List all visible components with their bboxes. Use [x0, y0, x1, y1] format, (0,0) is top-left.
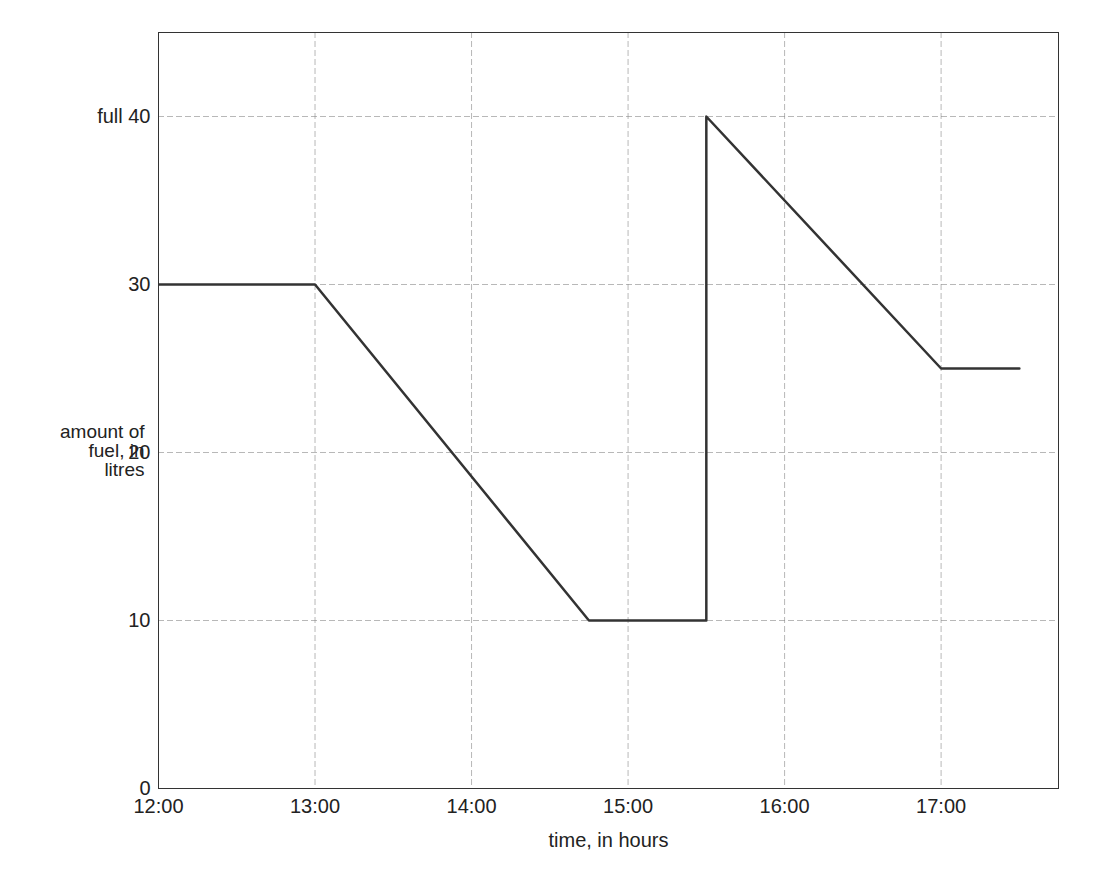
svg-text:14:00: 14:00: [447, 795, 497, 817]
svg-text:13:00: 13:00: [290, 795, 340, 817]
svg-text:0: 0: [139, 777, 150, 799]
svg-text:12:00: 12:00: [133, 794, 184, 817]
svg-text:17:00: 17:00: [916, 795, 966, 817]
svg-text:time, in hours: time, in hours: [548, 829, 668, 851]
svg-text:10: 10: [128, 609, 150, 631]
svg-text:30: 30: [128, 273, 150, 295]
svg-text:amount offuel, inlitres: amount offuel, inlitres: [60, 421, 145, 480]
svg-text:15:00: 15:00: [603, 795, 653, 817]
svg-text:full 40: full 40: [97, 105, 150, 127]
svg-text:16:00: 16:00: [760, 795, 810, 817]
